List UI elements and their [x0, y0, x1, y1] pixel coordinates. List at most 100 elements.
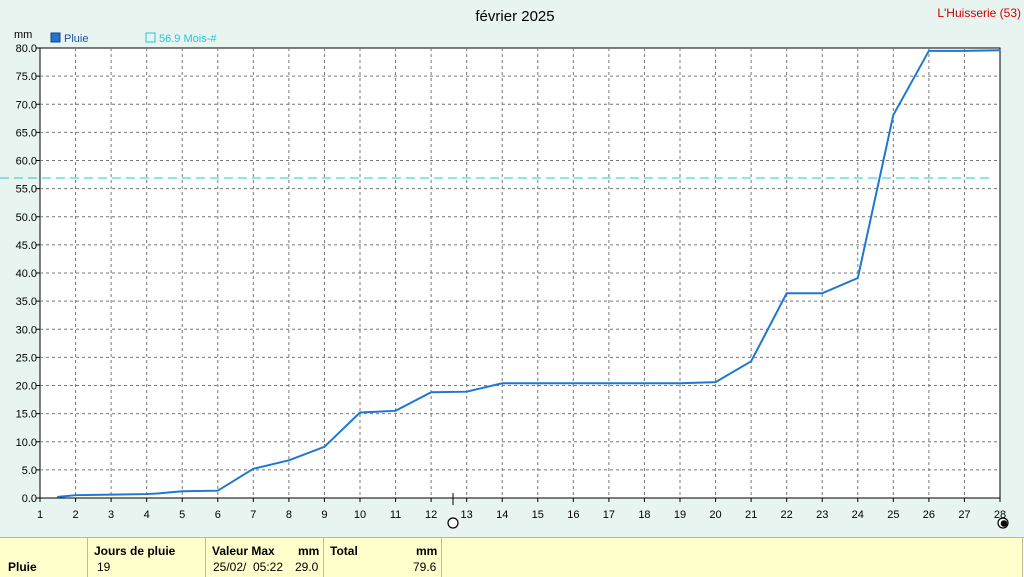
data-point-26 [928, 50, 930, 52]
data-point-21 [750, 360, 752, 363]
summary-total-unit: mm [416, 544, 438, 558]
x-tick-label-10: 11 [390, 509, 401, 521]
y-tick-label-0: 0.0 [22, 493, 37, 505]
x-tick-label-6: 7 [250, 509, 256, 521]
data-point-17 [608, 382, 610, 385]
legend: Pluie 56.9 Mois-# [50, 32, 217, 45]
data-point-3 [145, 493, 148, 495]
y-tick-label-9: 45.0 [16, 240, 37, 252]
x-tick-label-12: 13 [461, 509, 473, 521]
summary-right-edge [1022, 538, 1024, 577]
x-tick-label-19: 20 [709, 509, 721, 521]
summary-total-header: Total [330, 544, 358, 558]
x-tick-label-21: 22 [781, 509, 793, 521]
data-point-12 [430, 391, 432, 394]
data-point-5 [181, 490, 184, 493]
y-tick-label-15: 75.0 [16, 71, 37, 83]
x-tick-label-18: 19 [674, 509, 686, 521]
rain-chart: février 2025 L'Huisserie (53) mm Pluie 5… [0, 6, 1022, 529]
x-axis-ticks: 1 2 3 4 5 6 7 8 9 10 11 12 13 14 15 16 17 18 19 20 21 22 23 24 2… [37, 498, 1006, 521]
data-point-27 [963, 50, 966, 52]
series-points [56, 49, 1001, 498]
filled-circle-dot [1000, 520, 1008, 527]
chart-title: février 2025 [475, 8, 554, 25]
legend-reference-swatch [145, 32, 156, 43]
data-point-2 [110, 493, 112, 496]
data-point-25 [892, 114, 895, 116]
x-tick-label-7: 8 [286, 509, 292, 521]
legend-rain-label: Pluie [64, 33, 88, 45]
legend-rain-swatch [50, 32, 61, 43]
summary-row-label-cell: Pluie [0, 538, 88, 577]
y-tick-label-6: 30.0 [16, 324, 37, 336]
y-tick-label-13: 65.0 [16, 127, 37, 139]
summary-panel: Pluie Jours de pluie 19 Valeur Max mm 25… [0, 537, 1024, 577]
grid [40, 48, 1000, 498]
data-point-19 [679, 382, 681, 385]
y-tick-label-4: 20.0 [16, 381, 37, 393]
data-point-6 [216, 489, 219, 492]
data-point-18 [643, 382, 646, 385]
y-tick-label-16: 80.0 [16, 43, 37, 55]
x-tick-label-0: 1 [37, 509, 43, 521]
data-point-16 [572, 382, 575, 385]
x-tick-label-23: 24 [852, 509, 864, 521]
summary-max-cell: Valeur Max mm 25/02/ 05:22 29.0 [206, 538, 324, 577]
x-tick-label-15: 16 [567, 509, 579, 521]
data-point-14 [501, 382, 504, 385]
data-point-15 [536, 382, 539, 385]
summary-row-label: Pluie [8, 560, 37, 574]
summary-max-date: 25/02/ [213, 560, 247, 574]
x-tick-label-8: 9 [321, 509, 327, 521]
x-tick-label-17: 18 [638, 509, 650, 521]
y-tick-label-1: 5.0 [22, 465, 37, 477]
x-tick-label-3: 4 [144, 509, 150, 521]
data-point-28 [999, 49, 1001, 52]
summary-max-header: Valeur Max [212, 544, 275, 558]
summary-total-cell: Total mm 79.6 [324, 538, 442, 577]
x-tick-label-26: 27 [958, 509, 970, 521]
x-tick-label-25: 26 [923, 509, 935, 521]
y-tick-label-3: 15.0 [16, 409, 37, 421]
x-tick-label-4: 5 [179, 509, 185, 521]
data-point-7 [252, 467, 255, 470]
x-tick-label-14: 15 [532, 509, 544, 521]
summary-total-value: 79.6 [413, 560, 437, 574]
x-tick-label-24: 25 [887, 509, 899, 521]
data-point-13 [465, 390, 468, 393]
y-tick-label-11: 55.0 [16, 184, 37, 196]
x-tick-label-13: 14 [496, 509, 508, 521]
data-point-1 [74, 494, 77, 496]
summary-max-unit: mm [298, 544, 320, 558]
data-point-22 [785, 292, 788, 295]
y-tick-label-2: 10.0 [16, 437, 37, 449]
data-point-23 [821, 292, 824, 295]
y-tick-label-5: 25.0 [16, 352, 37, 364]
y-tick-label-10: 50.0 [16, 212, 37, 224]
data-point-4 [156, 492, 159, 495]
x-tick-label-22: 23 [816, 509, 828, 521]
x-tick-label-20: 21 [745, 509, 757, 521]
station-name: L'Huisserie (53) [937, 6, 1021, 20]
data-point-20 [714, 381, 717, 383]
summary-days-header: Jours de pluie [94, 544, 176, 558]
x-tick-label-16: 17 [603, 509, 615, 521]
summary-max-time: 05:22 [253, 560, 284, 574]
y-tick-label-14: 70.0 [16, 99, 37, 111]
summary-days-value: 19 [97, 560, 111, 574]
data-point-8 [288, 459, 290, 462]
data-point-9 [323, 446, 326, 448]
time-markers [447, 493, 1009, 529]
data-point-0 [56, 496, 59, 498]
y-tick-label-12: 60.0 [16, 156, 37, 168]
data-point-11 [394, 410, 397, 412]
y-tick-label-8: 40.0 [16, 268, 37, 280]
y-axis-unit: mm [14, 29, 32, 41]
x-tick-label-9: 10 [354, 509, 366, 521]
x-tick-label-2: 3 [108, 509, 114, 521]
empty-circle-icon [447, 517, 459, 529]
y-tick-label-7: 35.0 [16, 296, 37, 308]
legend-reference-label: 56.9 Mois-# [159, 33, 217, 45]
summary-days-cell: Jours de pluie 19 [88, 538, 206, 577]
data-point-24 [856, 277, 859, 279]
